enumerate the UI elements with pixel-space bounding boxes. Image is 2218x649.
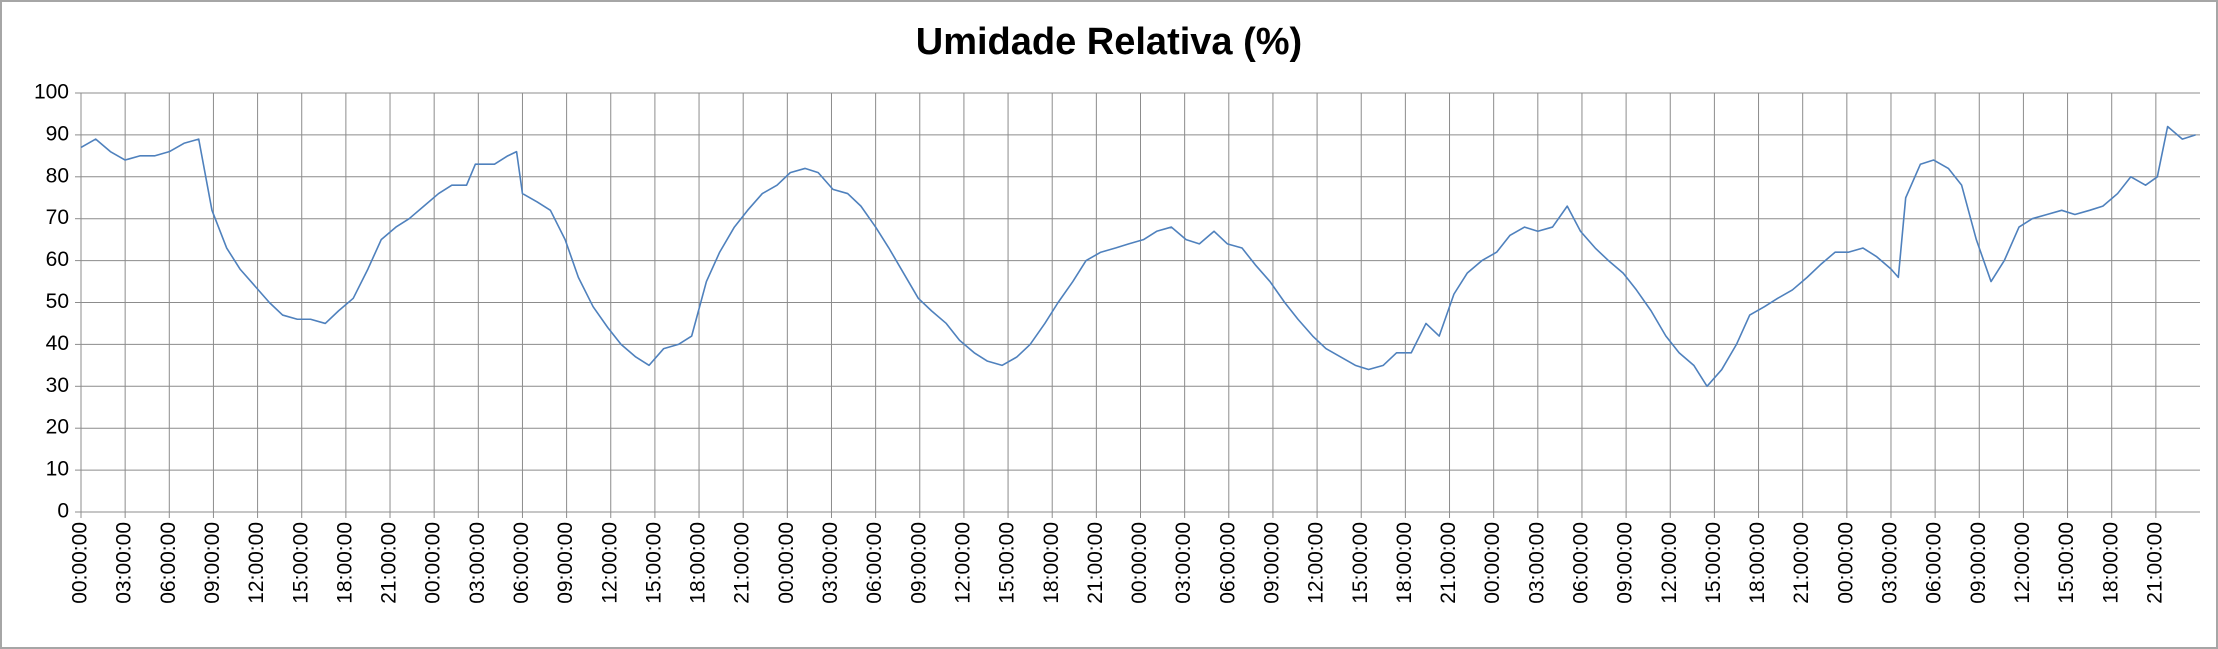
y-tick-label: 20: [46, 416, 69, 439]
x-tick-label: 03:00:00: [466, 522, 489, 604]
x-tick-label: 12:00:00: [1305, 522, 1328, 604]
x-tick-label: 15:00:00: [1702, 522, 1725, 604]
x-tick-label: 03:00:00: [819, 522, 842, 604]
x-tick-label: 06:00:00: [510, 522, 533, 604]
y-tick-label: 10: [46, 458, 69, 481]
x-tick-label: 12:00:00: [2011, 522, 2034, 604]
x-tick-label: 00:00:00: [1481, 522, 1504, 604]
y-tick-label: 60: [46, 248, 69, 271]
x-tick-label: 12:00:00: [951, 522, 974, 604]
y-tick-label: 90: [46, 122, 69, 145]
x-tick-label: 00:00:00: [775, 522, 798, 604]
y-tick-label: 100: [34, 81, 69, 104]
y-tick-label: 50: [46, 290, 69, 313]
x-tick-label: 09:00:00: [554, 522, 577, 604]
x-tick-label: 21:00:00: [1790, 522, 1813, 604]
x-tick-label: 21:00:00: [1437, 522, 1460, 604]
x-tick-label: 12:00:00: [245, 522, 268, 604]
x-tick-label: 03:00:00: [1879, 522, 1902, 604]
x-tick-label: 21:00:00: [378, 522, 401, 604]
x-tick-label: 18:00:00: [333, 522, 356, 604]
x-tick-label: 18:00:00: [1040, 522, 1063, 604]
x-tick-label: 18:00:00: [1746, 522, 1769, 604]
x-tick-label: 06:00:00: [863, 522, 886, 604]
x-tick-label: 00:00:00: [1128, 522, 1151, 604]
x-tick-label: 00:00:00: [1834, 522, 1857, 604]
y-tick-label: 70: [46, 206, 69, 229]
x-tick-label: 03:00:00: [113, 522, 136, 604]
x-tick-label: 09:00:00: [201, 522, 224, 604]
x-tick-label: 15:00:00: [2055, 522, 2078, 604]
y-tick-label: 30: [46, 374, 69, 397]
x-tick-label: 15:00:00: [996, 522, 1019, 604]
chart-title: Umidade Relativa (%): [916, 21, 1302, 63]
data-line: [80, 125, 2196, 388]
x-tick-label: 03:00:00: [1172, 522, 1195, 604]
x-tick-label: 15:00:00: [289, 522, 312, 604]
x-tick-label: 00:00:00: [422, 522, 445, 604]
x-tick-label: 18:00:00: [1393, 522, 1416, 604]
y-tick-label: 80: [46, 164, 69, 187]
y-tick-label: 40: [46, 332, 69, 355]
x-tick-label: 15:00:00: [1349, 522, 1372, 604]
x-tick-label: 06:00:00: [157, 522, 180, 604]
x-tick-label: 09:00:00: [1614, 522, 1637, 604]
x-tick-label: 15:00:00: [642, 522, 665, 604]
y-tick-label: 0: [57, 500, 69, 523]
x-tick-label: 09:00:00: [1967, 522, 1990, 604]
x-tick-label: 21:00:00: [2143, 522, 2166, 604]
x-tick-label: 06:00:00: [1570, 522, 1593, 604]
x-tick-label: 18:00:00: [2099, 522, 2122, 604]
x-tick-label: 00:00:00: [69, 522, 92, 604]
x-tick-label: 21:00:00: [1084, 522, 1107, 604]
x-tick-label: 09:00:00: [907, 522, 930, 604]
x-tick-label: 06:00:00: [1216, 522, 1239, 604]
x-tick-label: 09:00:00: [1260, 522, 1283, 604]
x-tick-label: 18:00:00: [687, 522, 710, 604]
x-tick-label: 03:00:00: [1525, 522, 1548, 604]
x-tick-label: 12:00:00: [598, 522, 621, 604]
x-tick-label: 21:00:00: [731, 522, 754, 604]
x-tick-label: 06:00:00: [1923, 522, 1946, 604]
x-tick-label: 12:00:00: [1658, 522, 1681, 604]
